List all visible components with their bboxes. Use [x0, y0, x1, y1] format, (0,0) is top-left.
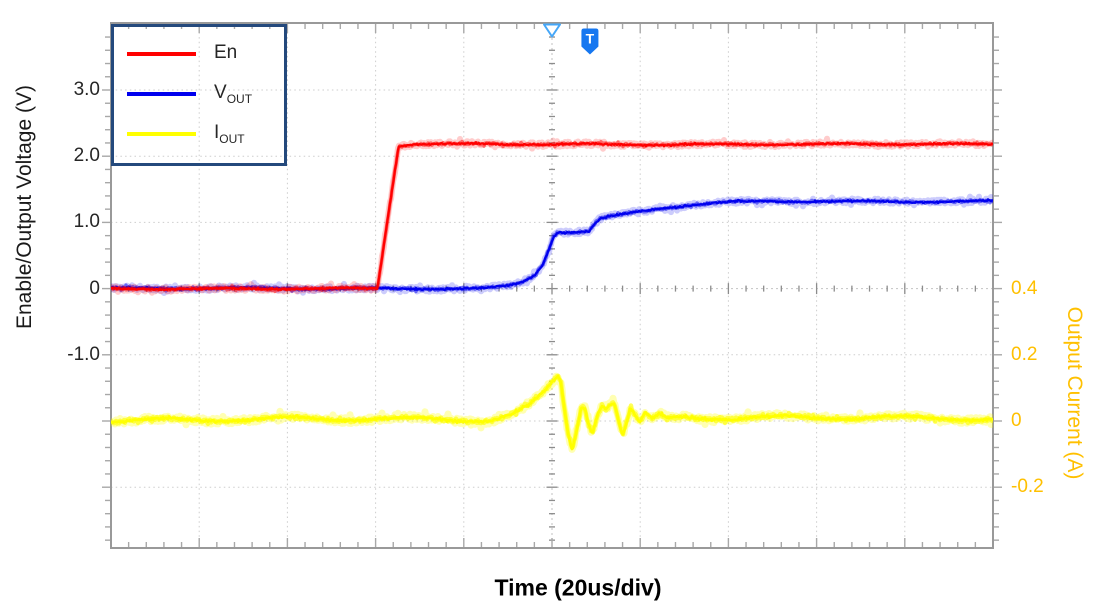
right-axis-title: Output Current (A) [1063, 306, 1086, 480]
legend-swatch-en [127, 52, 196, 56]
trigger-flag-icon[interactable] [581, 28, 599, 55]
traces [111, 135, 993, 453]
trace-en [111, 135, 993, 296]
right-tick--0.2: -0.2 [1011, 476, 1044, 498]
right-tick-0.2: 0.2 [1011, 343, 1038, 365]
trigger-flag-label: T [586, 31, 595, 47]
right-tick-0.4: 0.4 [1011, 277, 1038, 299]
trigger-markers: T [543, 23, 599, 55]
right-tick-0: 0 [1011, 410, 1022, 431]
left-tick-2.0: 2.0 [73, 145, 100, 167]
legend-label-en: En [214, 42, 238, 64]
x-axis-title: Time (20us/div) [494, 574, 662, 601]
legend-label-vout: VOUT [214, 82, 253, 106]
legend-label-iout: IOUT [214, 122, 245, 146]
left-tick--1.0: -1.0 [67, 343, 100, 365]
legend: En VOUT IOUT [111, 24, 287, 166]
legend-item-iout: IOUT [127, 122, 284, 146]
edge-ticks [102, 24, 1002, 547]
legend-swatch-vout [127, 92, 196, 96]
legend-swatch-iout [127, 132, 196, 136]
trigger-position-marker-icon[interactable] [543, 23, 561, 38]
plot-border [110, 22, 994, 549]
legend-item-en: En [127, 42, 284, 64]
left-tick-3.0: 3.0 [73, 79, 100, 100]
left-tick-0: 0 [89, 277, 100, 299]
trace-iout [111, 372, 993, 453]
left-tick-1.0: 1.0 [73, 211, 100, 233]
legend-item-vout: VOUT [127, 82, 284, 106]
